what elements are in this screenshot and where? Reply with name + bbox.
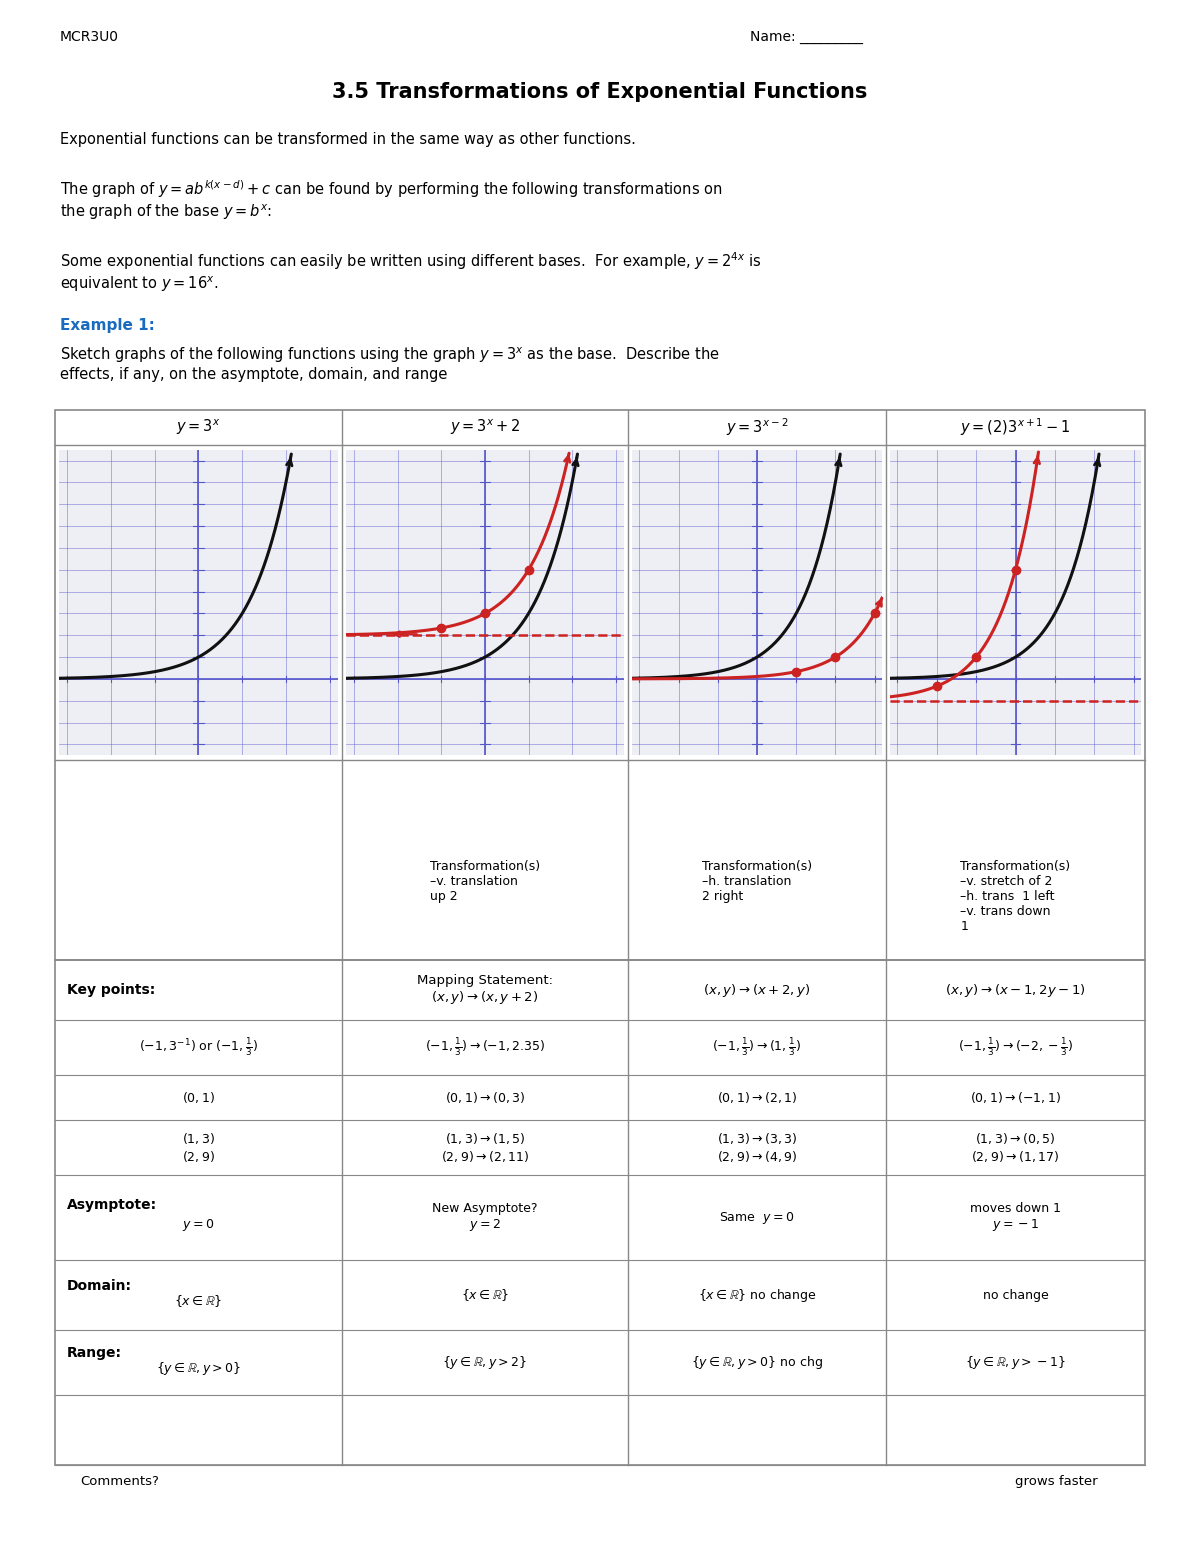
Text: grows faster: grows faster: [1015, 1475, 1098, 1488]
Text: $y = 3^x$: $y = 3^x$: [176, 418, 221, 438]
Text: The graph of $y = ab^{k(x-d)} + c$ can be found by performing the following tran: The graph of $y = ab^{k(x-d)} + c$ can b…: [60, 179, 722, 222]
Text: $(x,y) \rightarrow (x+2, y)$: $(x,y) \rightarrow (x+2, y)$: [703, 981, 811, 999]
Text: $\{x \in \mathbb{R}\}$ no change: $\{x \in \mathbb{R}\}$ no change: [697, 1286, 816, 1303]
Text: no change: no change: [983, 1289, 1049, 1301]
Text: $(0, 1) \rightarrow (0, 3)$: $(0, 1) \rightarrow (0, 3)$: [445, 1090, 526, 1106]
Text: $y = (2)3^{x+1} - 1$: $y = (2)3^{x+1} - 1$: [960, 416, 1070, 438]
Text: $(x,y)\rightarrow(x-1, 2y-1)$: $(x,y)\rightarrow(x-1, 2y-1)$: [946, 981, 1086, 999]
Text: Range:: Range:: [67, 1346, 122, 1360]
Text: $(-1, \frac{1}{3})\rightarrow(-1, 2.35)$: $(-1, \frac{1}{3})\rightarrow(-1, 2.35)$: [425, 1036, 545, 1059]
Text: $y = 3^{x-2}$: $y = 3^{x-2}$: [726, 416, 788, 438]
Text: $\{y \in \mathbb{R}, y > 0\}$: $\{y \in \mathbb{R}, y > 0\}$: [156, 1360, 241, 1378]
Text: $\{y \in \mathbb{R}, y > 2\}$: $\{y \in \mathbb{R}, y > 2\}$: [443, 1354, 528, 1371]
Text: Example 1:: Example 1:: [60, 318, 155, 332]
Text: $\{y \in \mathbb{R}, y > -1\}$: $\{y \in \mathbb{R}, y > -1\}$: [965, 1354, 1066, 1371]
Text: Transformation(s)
–v. translation
up 2: Transformation(s) –v. translation up 2: [430, 860, 540, 902]
Text: $\{y \in \mathbb{R}, y > 0\}$ no chg: $\{y \in \mathbb{R}, y > 0\}$ no chg: [691, 1354, 823, 1371]
Text: $(0, 1) \rightarrow (2, 1)$: $(0, 1) \rightarrow (2, 1)$: [716, 1090, 797, 1106]
Text: Transformation(s)
–v. stretch of 2
–h. trans  1 left
–v. trans down
1: Transformation(s) –v. stretch of 2 –h. t…: [960, 860, 1070, 933]
Text: Sketch graphs of the following functions using the graph $y = 3^x$ as the base. : Sketch graphs of the following functions…: [60, 345, 720, 382]
Text: Exponential functions can be transformed in the same way as other functions.: Exponential functions can be transformed…: [60, 132, 636, 148]
Text: $\{x \in \mathbb{R}\}$: $\{x \in \mathbb{R}\}$: [461, 1287, 509, 1303]
Text: $(-1, \frac{1}{3}) \rightarrow (1, \frac{1}{3})$: $(-1, \frac{1}{3}) \rightarrow (1, \frac…: [713, 1036, 802, 1059]
Text: $(1,3) \rightarrow (3,3)$
$(2,9) \rightarrow (4,9)$: $(1,3) \rightarrow (3,3)$ $(2,9) \righta…: [716, 1131, 797, 1163]
Text: $(0, 1)$: $(0, 1)$: [182, 1090, 215, 1106]
Text: Comments?: Comments?: [80, 1475, 158, 1488]
Text: Asymptote:: Asymptote:: [67, 1197, 157, 1211]
Text: Same  $y = 0$: Same $y = 0$: [719, 1210, 794, 1225]
Text: Transformation(s)
–h. translation
2 right: Transformation(s) –h. translation 2 righ…: [702, 860, 812, 902]
Text: $(0, 1)\rightarrow(-1, 1)$: $(0, 1)\rightarrow(-1, 1)$: [970, 1090, 1061, 1106]
Text: Some exponential functions can easily be written using different bases.  For exa: Some exponential functions can easily be…: [60, 250, 762, 294]
Text: Key points:: Key points:: [67, 983, 155, 997]
Text: $(1,3)\rightarrow(1,5)$
$(2,9)\rightarrow(2,11)$: $(1,3)\rightarrow(1,5)$ $(2,9)\rightarro…: [440, 1131, 529, 1163]
Text: $(1, 3)$
$(2, 9)$: $(1, 3)$ $(2, 9)$: [182, 1131, 215, 1163]
Text: $(-1, 3^{-1})$ or $(-1, \frac{1}{3})$: $(-1, 3^{-1})$ or $(-1, \frac{1}{3})$: [139, 1036, 258, 1059]
Text: $(1,3) \rightarrow (0,5)$
$(2,9) \rightarrow (1,17)$: $(1,3) \rightarrow (0,5)$ $(2,9) \righta…: [971, 1131, 1060, 1163]
Text: Name: _________: Name: _________: [750, 30, 863, 43]
Text: $\{x \in \mathbb{R}\}$: $\{x \in \mathbb{R}\}$: [174, 1294, 222, 1309]
Text: 3.5 Transformations of Exponential Functions: 3.5 Transformations of Exponential Funct…: [332, 82, 868, 102]
Text: MCR3U0: MCR3U0: [60, 30, 119, 43]
Text: $y = 0$: $y = 0$: [182, 1218, 215, 1233]
Text: Domain:: Domain:: [67, 1278, 132, 1292]
Text: New Asymptote?
$y = 2$: New Asymptote? $y = 2$: [432, 1202, 538, 1233]
Text: $y = 3^x + 2$: $y = 3^x + 2$: [450, 418, 521, 438]
Text: Mapping Statement:
$(x,y)\rightarrow(x, y+2)$: Mapping Statement: $(x,y)\rightarrow(x, …: [418, 974, 553, 1006]
Text: moves down 1
$y = -1$: moves down 1 $y = -1$: [970, 1202, 1061, 1233]
Text: $(-1, \frac{1}{3})\rightarrow(-2, -\frac{1}{3})$: $(-1, \frac{1}{3})\rightarrow(-2, -\frac…: [958, 1036, 1073, 1059]
